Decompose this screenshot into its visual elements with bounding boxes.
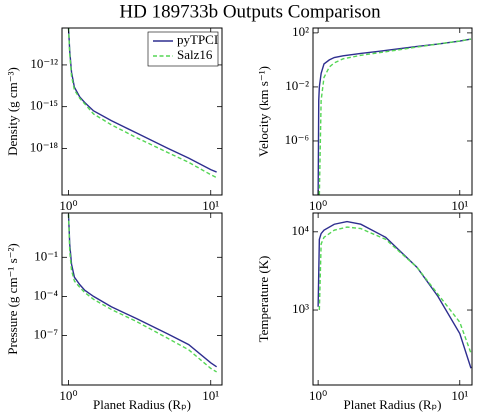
axes-frame bbox=[312, 212, 473, 386]
x-tick-label: 10⁰ bbox=[59, 388, 77, 403]
y-axis-label: Pressure (g cm⁻¹ s⁻²) bbox=[5, 243, 20, 354]
axes-frame bbox=[61, 27, 223, 196]
y-tick-label: 10³ bbox=[292, 301, 309, 316]
x-tick-label: 10¹ bbox=[451, 198, 468, 213]
series-line bbox=[67, 214, 218, 368]
y-tick-label: 10⁴ bbox=[291, 223, 309, 238]
y-axis-label: Density (g cm⁻³) bbox=[5, 67, 20, 156]
x-tick-label: 10⁰ bbox=[59, 198, 77, 213]
series-line bbox=[67, 28, 217, 173]
y-tick-label: 10⁻⁷ bbox=[34, 326, 58, 341]
y-tick-label: 10⁻⁴ bbox=[34, 287, 59, 302]
series-line bbox=[318, 226, 472, 354]
series-line bbox=[317, 38, 472, 195]
series-line bbox=[318, 38, 472, 195]
y-tick-label: 10⁻² bbox=[285, 78, 309, 93]
y-axis-label: Velocity (km s⁻¹) bbox=[256, 66, 271, 157]
x-tick-label: 10⁰ bbox=[309, 198, 327, 213]
x-tick-label: 10⁰ bbox=[309, 388, 327, 403]
x-tick-label: 10¹ bbox=[202, 388, 219, 403]
x-axis-label: Planet Radius (Rₚ) bbox=[343, 397, 441, 412]
legend-label: pyTPCI bbox=[177, 32, 218, 47]
y-tick-label: 10⁻¹² bbox=[30, 56, 58, 71]
series-line bbox=[67, 28, 217, 179]
series-line bbox=[67, 214, 217, 373]
x-axis-label: Planet Radius (Rₚ) bbox=[93, 397, 191, 412]
y-tick-label: 10⁻¹⁸ bbox=[30, 139, 59, 154]
axes-frame bbox=[312, 27, 473, 196]
y-tick-label: 10⁻¹ bbox=[34, 248, 58, 263]
series-line bbox=[317, 220, 472, 369]
axes-frame bbox=[61, 212, 223, 386]
legend-label: Salz16 bbox=[177, 47, 213, 62]
x-tick-label: 10¹ bbox=[451, 388, 468, 403]
y-tick-label: 10² bbox=[292, 24, 309, 39]
y-tick-label: 10⁻⁶ bbox=[285, 132, 309, 147]
y-axis-label: Temperature (K) bbox=[256, 256, 271, 343]
figure-title: HD 189733b Outputs Comparison bbox=[119, 1, 381, 22]
legend-box bbox=[147, 31, 219, 67]
y-tick-label: 10⁻¹⁵ bbox=[30, 98, 58, 113]
x-tick-label: 10¹ bbox=[202, 198, 219, 213]
